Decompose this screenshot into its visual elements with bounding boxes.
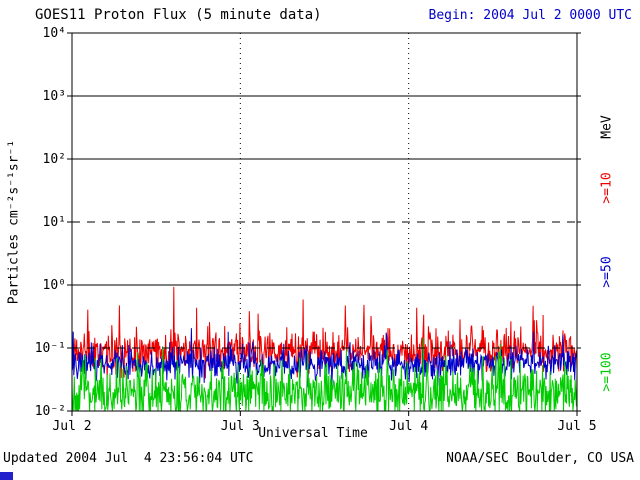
source-credit: NOAA/SEC Boulder, CO USA (446, 451, 634, 466)
begin-timestamp: Begin: 2004 Jul 2 0000 UTC (428, 8, 633, 23)
y-tick-label: 10⁻¹ (34, 341, 66, 356)
y-tick-label: 10¹ (42, 215, 66, 230)
x-axis-label: Universal Time (258, 426, 368, 441)
updated-timestamp: Updated 2004 Jul 4 23:56:04 UTC (3, 451, 254, 466)
corner-logo (0, 472, 13, 480)
y-tick-label: 10³ (42, 89, 66, 104)
right-axis-label: >=100 (599, 352, 615, 392)
chart-title: GOES11 Proton Flux (5 minute data) (35, 7, 322, 23)
x-tick-label: Jul 3 (220, 419, 260, 434)
y-tick-label: 10⁰ (42, 278, 66, 293)
right-axis-label: >=50 (599, 256, 615, 288)
x-tick-label: Jul 4 (389, 419, 429, 434)
y-axis-label: Particles cm⁻²s⁻¹sr⁻¹ (6, 139, 22, 305)
right-axis-label: >=10 (599, 172, 615, 204)
x-tick-label: Jul 5 (557, 419, 597, 434)
x-tick-label: Jul 2 (52, 419, 92, 434)
right-axis-label: MeV (599, 115, 615, 139)
y-tick-label: 10⁴ (42, 26, 66, 41)
y-tick-label: 10² (42, 152, 66, 167)
y-tick-label: 10⁻² (34, 404, 66, 419)
series-line-p100 (71, 338, 578, 413)
